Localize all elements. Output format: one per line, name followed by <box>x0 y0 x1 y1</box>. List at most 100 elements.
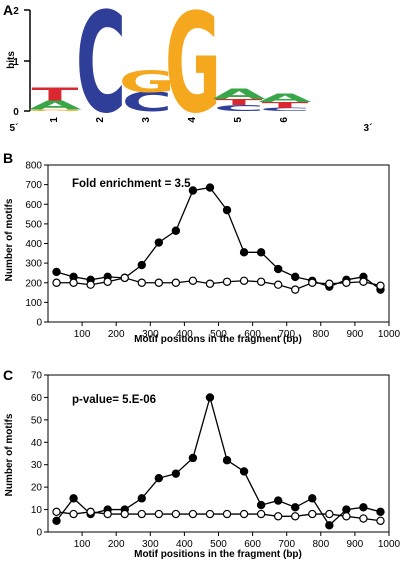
data-point-filled <box>342 505 351 514</box>
data-point-filled <box>205 183 215 192</box>
data-point-open <box>376 281 385 290</box>
data-point-filled <box>69 494 78 503</box>
x-tick-label: 700 <box>278 329 295 340</box>
data-point-open <box>137 509 146 519</box>
data-point-open <box>69 509 78 519</box>
data-point-filled <box>256 248 266 257</box>
data-point-filled <box>376 507 385 517</box>
data-point-filled <box>205 393 215 402</box>
panel-label-c: C <box>3 367 13 383</box>
data-point-open <box>342 512 351 521</box>
data-point-filled <box>52 267 61 277</box>
x-tick-label: 500 <box>210 329 227 340</box>
data-point-open <box>52 507 61 517</box>
y-tick-label: 20 <box>31 483 43 494</box>
chart-c-annotation: p-value= 5.E-06 <box>72 394 156 406</box>
logo-letter: G <box>27 109 83 111</box>
data-point-open <box>188 276 198 285</box>
data-point-open <box>256 277 266 286</box>
y-tick-label: 500 <box>25 219 42 230</box>
data-point-filled <box>137 260 146 270</box>
data-point-filled <box>239 467 249 476</box>
logo-y-axis-label: bits <box>6 51 17 69</box>
logo-letter: T <box>262 100 310 110</box>
data-point-open <box>52 278 61 287</box>
x-tick-label: 800 <box>312 329 329 340</box>
y-tick-label: 300 <box>25 259 42 270</box>
x-tick-label: 300 <box>142 329 159 340</box>
data-point-open <box>376 516 385 525</box>
data-point-open <box>188 509 198 519</box>
x-tick-label: 200 <box>108 539 125 550</box>
data-point-open <box>308 278 317 287</box>
logo-letter: T <box>216 97 264 107</box>
data-point-open <box>222 509 232 519</box>
data-point-open <box>291 512 300 521</box>
data-point-open <box>342 278 351 287</box>
data-point-open <box>171 509 181 519</box>
data-point-open <box>273 512 283 521</box>
data-point-open <box>69 278 78 287</box>
y-tick-label: 0 <box>36 318 42 329</box>
data-point-open <box>325 279 334 288</box>
data-point-open <box>171 278 181 287</box>
data-point-filled <box>325 521 334 530</box>
data-point-open <box>154 278 164 287</box>
logo-letter: T <box>32 84 79 105</box>
data-point-open <box>291 285 300 294</box>
x-tick-label: 100 <box>74 329 91 340</box>
y-tick-label: 60 <box>31 393 43 404</box>
data-point-filled <box>137 494 146 503</box>
chart-c-x-axis-label: Motif positions in the fragment (bp) <box>134 549 302 560</box>
logo-position-label: 3 <box>141 117 152 123</box>
logo-position-label: 4 <box>187 117 198 123</box>
y-tick-label: 10 <box>31 505 43 516</box>
logo-letter: C <box>214 103 264 113</box>
y-tick-label: 100 <box>25 298 42 309</box>
data-point-filled <box>154 238 164 247</box>
data-point-filled <box>256 500 266 510</box>
x-tick-label: 1000 <box>378 539 400 550</box>
x-tick-label: 700 <box>278 539 295 550</box>
data-point-open <box>120 509 129 519</box>
logo-5-prime: 5´ <box>10 123 19 134</box>
series-line-filled-markers <box>56 394 381 527</box>
y-tick-label: 70 <box>31 371 43 382</box>
data-point-filled <box>171 469 181 478</box>
y-tick-label: 400 <box>25 239 42 250</box>
logo-ytick-label: 1 <box>13 57 19 68</box>
x-tick-label: 600 <box>244 539 261 550</box>
data-point-open <box>120 273 129 283</box>
data-point-filled <box>273 264 283 274</box>
logo-letter: A <box>212 86 266 102</box>
data-point-filled <box>222 456 232 465</box>
data-point-filled <box>291 503 300 512</box>
panel-label-a: A <box>3 2 13 18</box>
y-tick-label: 30 <box>31 460 43 471</box>
data-point-open <box>325 509 334 519</box>
data-point-open <box>86 507 95 517</box>
data-point-open <box>239 276 249 285</box>
logo-letter: C <box>260 107 310 112</box>
logo-letter: C <box>122 87 172 117</box>
y-tick-label: 600 <box>25 200 42 211</box>
logo-position-label: 2 <box>95 117 106 123</box>
y-tick-label: 700 <box>25 180 42 191</box>
data-point-filled <box>359 503 368 512</box>
logo-ytick-label: 2 <box>13 6 19 17</box>
data-point-open <box>137 278 146 287</box>
chart-b-annotation: Fold enrichment = 3.5 <box>72 178 191 190</box>
x-tick-label: 300 <box>142 539 159 550</box>
logo-ytick-label: 0 <box>13 107 19 118</box>
x-tick-label: 600 <box>244 329 261 340</box>
logo-3-prime: 3´ <box>364 123 373 134</box>
data-point-filled <box>188 186 198 195</box>
data-point-open <box>256 509 266 519</box>
chart-b-fold-enrichment: Fold enrichment = 3.5 Motif positions in… <box>4 161 400 346</box>
data-point-filled <box>308 494 317 503</box>
y-tick-label: 50 <box>31 415 43 426</box>
data-point-filled <box>222 205 232 215</box>
data-point-filled <box>239 248 249 257</box>
data-point-filled <box>52 516 61 525</box>
x-tick-label: 500 <box>210 539 227 550</box>
